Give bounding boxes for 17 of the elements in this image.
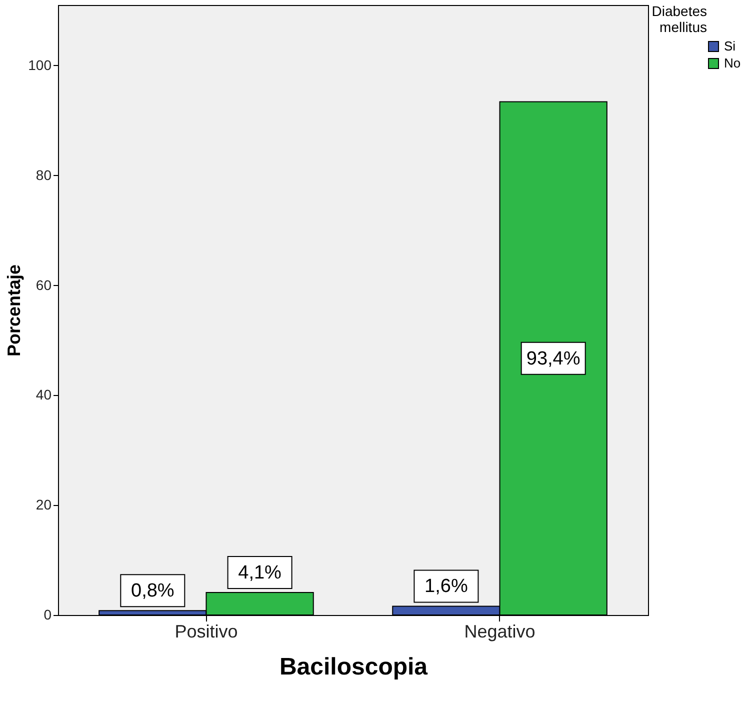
x-tick-label: Positivo <box>174 622 238 642</box>
x-tick-label: Negativo <box>464 622 536 642</box>
y-tick-label: 20 <box>36 496 52 513</box>
legend-label: No <box>724 56 741 70</box>
y-tick-label: 0 <box>44 606 52 622</box>
data-label: 4,1% <box>238 562 282 584</box>
legend-title: Diabetes mellitus <box>652 3 707 35</box>
x-axis-title: Baciloscopia <box>279 654 428 680</box>
data-label: 1,6% <box>424 576 468 598</box>
data-label: 0,8% <box>131 580 174 602</box>
y-tick-label: 60 <box>36 276 52 293</box>
y-tick-label: 80 <box>36 166 52 183</box>
data-label: 93,4% <box>526 348 580 370</box>
legend-label: Si <box>724 38 736 54</box>
y-tick-label: 40 <box>36 386 52 403</box>
y-tick-label: 100 <box>28 56 52 73</box>
y-axis-title: Porcentaje <box>4 264 24 357</box>
